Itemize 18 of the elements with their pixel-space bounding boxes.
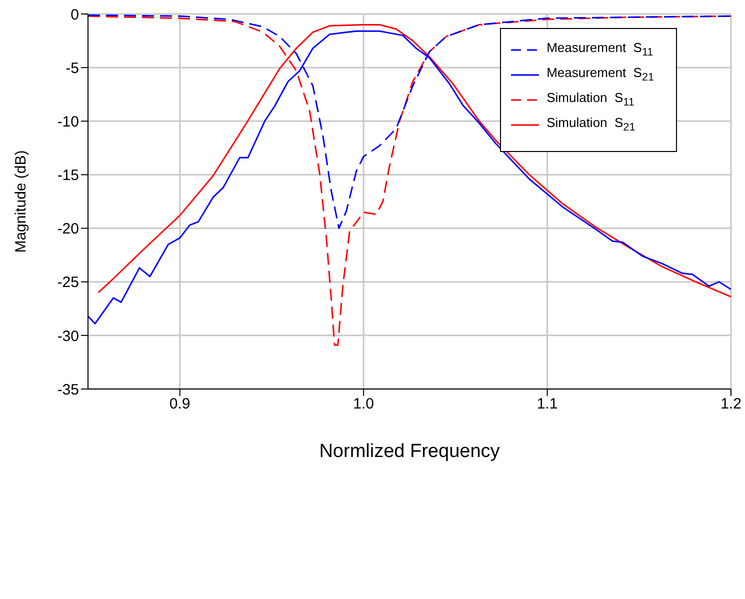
legend-label: Simulation S$_{21}$ <box>546 115 636 134</box>
y-axis-title: Magnitude (dB) <box>12 150 30 253</box>
x-tick-label: 1.1 <box>536 396 558 413</box>
y-tick-label: 0 <box>70 6 79 24</box>
x-tick-label: 1.2 <box>720 396 742 413</box>
y-tick-label: -20 <box>57 220 79 238</box>
legend-label: Simulation S$_{11}$ <box>546 90 634 109</box>
x-tick-label: 0.9 <box>169 396 190 413</box>
x-tick-label: 1.0 <box>353 396 374 413</box>
y-tick-label: -10 <box>57 113 79 130</box>
y-tick-label: -35 <box>57 381 79 398</box>
legend-label: Measurement S$_{21}$ <box>546 65 654 84</box>
y-tick-label: -15 <box>57 167 79 184</box>
y-tick-label: -30 <box>57 328 79 345</box>
y-tick-label: -25 <box>57 274 79 292</box>
y-tick-label: -5 <box>66 60 79 77</box>
x-axis-title: Normlized Frequency <box>319 441 500 462</box>
legend-label: Measurement S$_{11}$ <box>546 40 654 59</box>
